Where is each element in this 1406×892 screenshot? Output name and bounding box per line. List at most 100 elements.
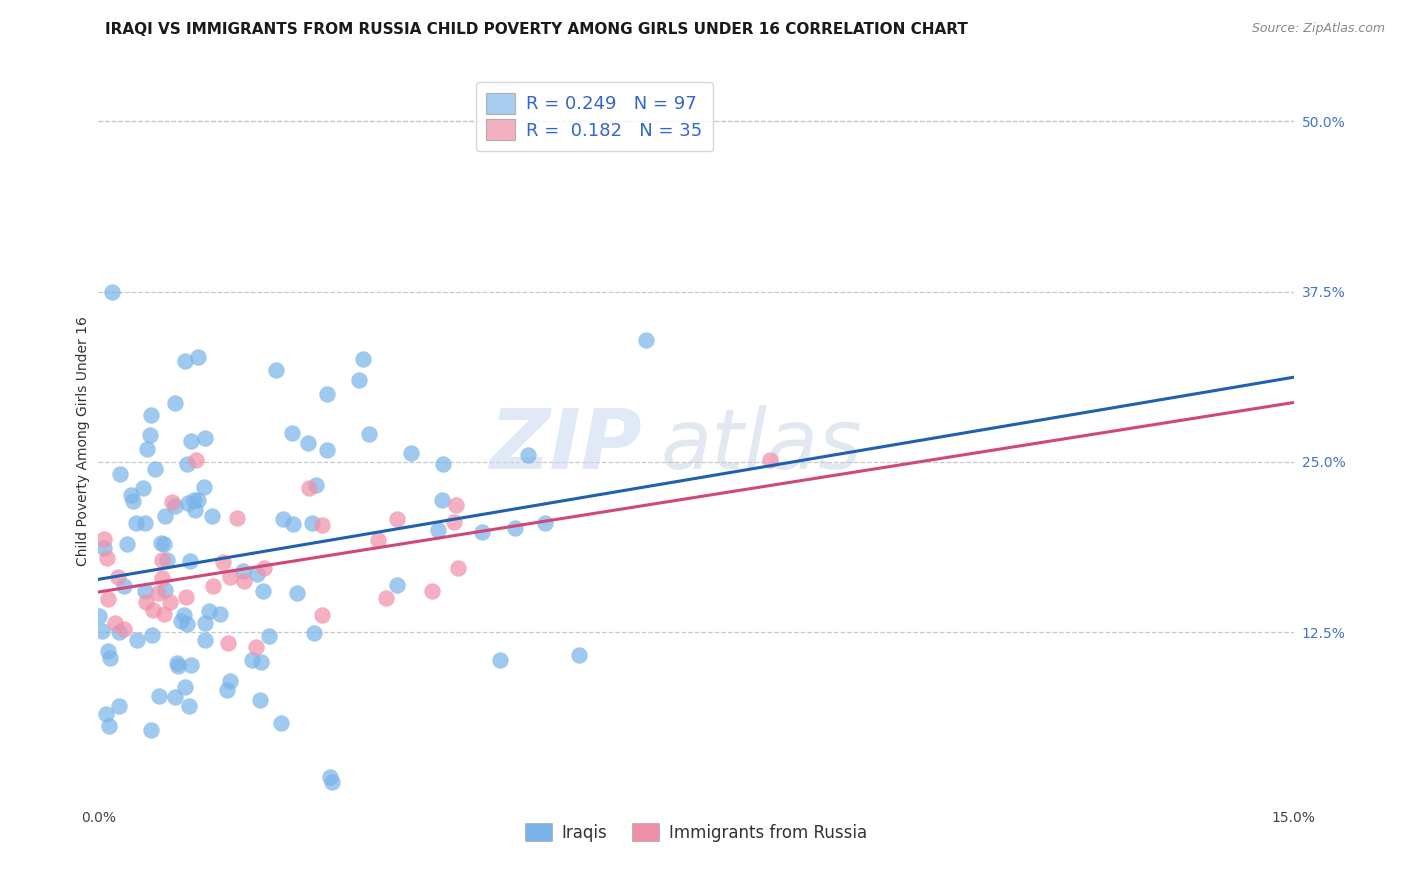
Point xyxy=(316,443,339,458)
Point xyxy=(311,518,333,533)
Point xyxy=(471,524,494,539)
Point xyxy=(219,673,242,688)
Point xyxy=(201,509,224,524)
Point xyxy=(134,583,156,598)
Point xyxy=(165,499,187,513)
Point xyxy=(245,640,267,654)
Point xyxy=(759,453,782,467)
Point xyxy=(311,607,333,622)
Point xyxy=(349,373,371,387)
Point xyxy=(443,515,465,529)
Point xyxy=(252,584,274,599)
Point xyxy=(427,523,450,537)
Point xyxy=(387,511,409,525)
Point xyxy=(134,516,156,530)
Point xyxy=(503,520,526,534)
Point xyxy=(209,607,232,622)
Point xyxy=(304,626,326,640)
Point xyxy=(93,532,115,546)
Point xyxy=(141,628,163,642)
Point xyxy=(446,498,468,512)
Point xyxy=(163,396,186,410)
Point xyxy=(146,585,169,599)
Point xyxy=(108,467,131,482)
Y-axis label: Child Poverty Among Girls Under 16: Child Poverty Among Girls Under 16 xyxy=(76,317,90,566)
Point xyxy=(173,607,195,622)
Point xyxy=(184,502,207,516)
Point xyxy=(97,592,120,607)
Point xyxy=(89,609,111,624)
Point xyxy=(153,607,176,621)
Point xyxy=(101,285,124,300)
Point xyxy=(135,595,157,609)
Point xyxy=(166,657,188,671)
Point xyxy=(152,537,174,551)
Point xyxy=(259,629,281,643)
Point xyxy=(634,333,657,347)
Point xyxy=(297,481,319,495)
Point xyxy=(198,604,221,618)
Point xyxy=(148,689,170,703)
Point xyxy=(176,458,198,472)
Text: ZIP: ZIP xyxy=(489,405,643,485)
Point xyxy=(174,591,197,605)
Point xyxy=(180,657,202,672)
Point xyxy=(150,553,173,567)
Point xyxy=(176,617,198,632)
Point xyxy=(367,533,389,547)
Point xyxy=(176,496,198,510)
Point xyxy=(156,553,179,567)
Point xyxy=(98,719,121,733)
Point xyxy=(173,680,195,694)
Point xyxy=(104,616,127,631)
Legend: Iraqis, Immigrants from Russia: Iraqis, Immigrants from Russia xyxy=(519,817,873,848)
Point xyxy=(136,442,159,457)
Point xyxy=(321,775,343,789)
Point xyxy=(96,706,118,721)
Text: atlas: atlas xyxy=(661,405,862,485)
Point xyxy=(226,511,249,525)
Point xyxy=(218,569,240,583)
Point xyxy=(180,434,202,448)
Point xyxy=(232,564,254,578)
Point xyxy=(488,653,510,667)
Point xyxy=(96,550,118,565)
Point xyxy=(107,569,129,583)
Point xyxy=(432,457,454,471)
Point xyxy=(184,452,207,467)
Point xyxy=(143,462,166,476)
Point xyxy=(187,350,209,364)
Point xyxy=(194,431,217,445)
Point xyxy=(315,387,337,401)
Point xyxy=(253,560,276,574)
Point xyxy=(533,516,555,530)
Point xyxy=(98,650,121,665)
Point xyxy=(159,595,181,609)
Point xyxy=(177,699,200,714)
Point xyxy=(115,537,138,551)
Point xyxy=(108,625,131,640)
Point xyxy=(212,555,235,569)
Point xyxy=(141,408,163,422)
Point xyxy=(281,516,304,531)
Point xyxy=(155,508,177,523)
Point xyxy=(297,436,319,450)
Point xyxy=(517,448,540,462)
Point xyxy=(125,633,148,648)
Point xyxy=(249,693,271,707)
Point xyxy=(165,690,187,705)
Point xyxy=(93,541,115,555)
Point xyxy=(167,658,190,673)
Point xyxy=(141,723,163,737)
Point xyxy=(112,579,135,593)
Point xyxy=(264,363,287,377)
Point xyxy=(194,633,217,648)
Point xyxy=(125,516,148,530)
Point xyxy=(304,478,326,492)
Point xyxy=(150,571,173,585)
Point xyxy=(132,481,155,495)
Point xyxy=(387,578,409,592)
Point xyxy=(432,493,454,508)
Point xyxy=(153,582,176,597)
Point xyxy=(120,488,142,502)
